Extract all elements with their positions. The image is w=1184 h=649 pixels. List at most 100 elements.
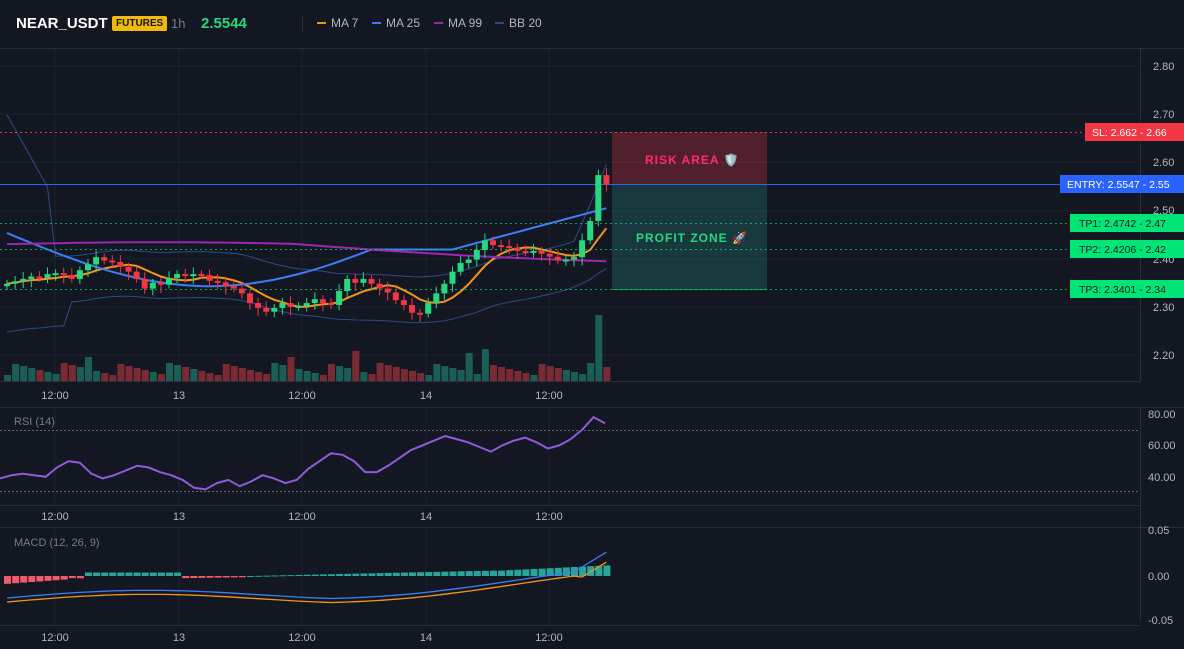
candle-body-25 (206, 275, 213, 281)
volume-bar-60 (490, 365, 497, 381)
time-tick-macd-3: 12:00 (288, 632, 316, 644)
symbol-name[interactable]: NEAR_USDT (16, 15, 108, 32)
volume-bar-16 (133, 368, 141, 381)
volume-bar-6 (52, 374, 60, 381)
volume-bar-14 (117, 364, 125, 381)
legend-ma25-label: MA 25 (386, 16, 421, 30)
profit-zone[interactable] (612, 184, 767, 289)
candle-body-42 (344, 278, 351, 291)
time-tick-macd-4: 14 (420, 632, 432, 644)
macd-hist-bar-38 (311, 574, 319, 576)
macd-hist-bar-3 (28, 576, 36, 582)
macd-hist-bar-49 (400, 572, 408, 576)
macd-hist-bar-43 (352, 573, 360, 576)
volume-bar-39 (319, 375, 327, 381)
time-tick-macd-5: 12:00 (535, 632, 563, 644)
timeframe-label[interactable]: 1h (171, 16, 186, 31)
candle-body-58 (473, 249, 480, 260)
macd-hist-bar-74 (603, 565, 611, 576)
volume-bar-24 (198, 371, 206, 381)
volume-bar-51 (417, 373, 425, 381)
rsi-tick-60: 60.00 (1148, 440, 1176, 452)
candle-body-63 (514, 247, 521, 251)
candle-body-45 (368, 278, 375, 284)
volume-bar-56 (457, 370, 465, 381)
volume-bar-47 (384, 365, 392, 381)
candle-body-6 (52, 273, 59, 276)
volume-bar-37 (303, 371, 311, 381)
candle-body-51 (417, 312, 424, 315)
time-tick-price-5: 12:00 (535, 390, 563, 402)
legend-ma99[interactable]: MA 99 (434, 16, 482, 30)
candle-body-41 (336, 290, 343, 306)
candle-body-14 (117, 262, 124, 267)
macd-hist-bar-7 (60, 576, 68, 580)
volume-bar-71 (579, 374, 587, 381)
macd-hist-bar-48 (392, 572, 400, 576)
volume-bar-70 (571, 372, 578, 381)
macd-hist-bar-73 (595, 565, 603, 576)
tp3-tag-label: TP3: 2.3401 - 2.34 (1079, 284, 1166, 296)
tp2-tag-label: TP2: 2.4206 - 2.42 (1079, 244, 1166, 256)
macd-hist-bar-46 (376, 573, 384, 576)
legend-bb20[interactable]: BB 20 (495, 16, 542, 30)
candle-body-35 (287, 303, 294, 307)
ma99-line (6, 241, 607, 263)
macd-hist-bar-71 (579, 566, 587, 576)
candle-body-30 (247, 293, 253, 304)
time-tick-rsi-3: 12:00 (288, 511, 316, 523)
risk-area-zone[interactable] (612, 132, 767, 184)
volume-bar-44 (360, 372, 368, 381)
macd-hist-bar-60 (490, 570, 497, 576)
macd-hist-bar-0 (4, 576, 11, 584)
candle-body-53 (433, 293, 440, 304)
macd-hist-bar-41 (336, 574, 344, 576)
legend-ma7[interactable]: MA 7 (317, 16, 358, 30)
candle-body-29 (238, 288, 245, 294)
volume-bar-17 (141, 370, 149, 381)
macd-tick-bottom: -0.05 (1148, 615, 1173, 627)
entry-tag (1060, 175, 1184, 193)
volume-bar-62 (506, 369, 514, 381)
macd-hist-bar-35 (287, 575, 295, 577)
volume-bar-4 (36, 370, 44, 381)
candle-body-61 (498, 245, 505, 248)
volume-bar-1 (12, 364, 20, 381)
volume-bar-59 (481, 349, 489, 381)
header-divider (302, 16, 303, 32)
volume-bar-34 (279, 365, 287, 381)
volume-bar-15 (125, 366, 133, 381)
macd-hist-bar-58 (473, 570, 481, 576)
volume-bar-3 (28, 368, 36, 381)
volume-bar-20 (166, 363, 173, 381)
candle-body-46 (376, 283, 383, 289)
macd-hist-bar-69 (562, 567, 570, 576)
macd-hist-bar-2 (20, 576, 28, 583)
macd-hist-bar-30 (247, 576, 254, 577)
price-tick-7: 2.20 (1153, 350, 1174, 362)
volume-bar-35 (287, 357, 295, 381)
candle-body-38 (311, 299, 318, 304)
volume-bar-11 (93, 371, 101, 381)
time-tick-price-1: 12:00 (41, 390, 69, 402)
volume-bar-40 (328, 364, 335, 381)
macd-hist-bar-54 (441, 571, 449, 576)
candle-body-18 (149, 282, 156, 289)
legend-ma25[interactable]: MA 25 (372, 16, 420, 30)
candlesticks[interactable] (4, 168, 610, 322)
tp3-tag (1070, 280, 1184, 298)
candle-body-69 (562, 259, 569, 262)
macd-hist-bar-45 (368, 573, 376, 576)
candle-body-12 (101, 257, 108, 261)
macd-hist-bar-6 (52, 576, 60, 581)
rsi-title: RSI (14) (14, 416, 55, 428)
candle-body-2 (20, 278, 27, 282)
legend-ma7-label: MA 7 (331, 16, 359, 30)
macd-hist-bar-24 (198, 576, 206, 578)
candle-body-3 (28, 276, 35, 279)
volume-bar-48 (392, 367, 400, 381)
volume-bar-54 (441, 366, 449, 381)
bb-upper-line (6, 114, 607, 278)
price-tick-3: 2.60 (1153, 157, 1174, 169)
